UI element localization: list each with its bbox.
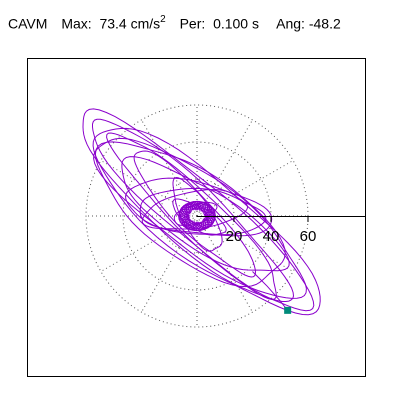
- grid-spoke-60: [196, 119, 253, 217]
- grid-spoke-300: [196, 215, 253, 313]
- orbit-loop-9: [139, 187, 267, 236]
- max-exponent: 2: [160, 14, 166, 25]
- orbit-traces: [82, 108, 321, 316]
- grid-spoke-240: [141, 215, 198, 313]
- axes: [197, 216, 366, 222]
- orbit-end-segment: [252, 271, 288, 311]
- orbit-loop-10: [141, 189, 249, 230]
- orbit-loop-4: [106, 132, 277, 301]
- orbit-loop-6: [121, 156, 290, 272]
- grid-spoke-120: [141, 119, 198, 217]
- x-tick-label-40: 40: [263, 228, 280, 245]
- grid-spoke-330: [196, 215, 294, 272]
- angle-label: Ang:: [276, 15, 305, 32]
- orbit-loop-8: [125, 177, 273, 237]
- orbit-center-9: [180, 202, 214, 230]
- x-tick-label-60: 60: [300, 228, 317, 245]
- orbit-loop-5: [94, 141, 286, 288]
- orbit-loop-11: [172, 176, 223, 252]
- max-label: Max:: [61, 15, 92, 32]
- grid-spoke-30: [196, 160, 294, 217]
- marker-layer: [284, 306, 292, 314]
- period-value: 0.100 s: [213, 15, 259, 32]
- period-label: Per:: [179, 15, 206, 32]
- chart-header: CAVM Max: 73.4 cm/s2 Per: 0.100 s Ang: -…: [8, 14, 341, 32]
- angle-value: -48.2: [308, 15, 341, 32]
- tick-labels: 20 40 60: [226, 228, 317, 245]
- grid-spoke-150: [100, 160, 198, 217]
- x-tick-label-20: 20: [226, 228, 243, 245]
- orbit-loop-2: [92, 118, 295, 302]
- chart-label: CAVM: [8, 15, 48, 32]
- orbit-loop-7: [133, 150, 257, 278]
- grid-spoke-210: [100, 215, 198, 272]
- plot-frame: [27, 58, 366, 377]
- orbit-loop-0: [82, 108, 315, 312]
- end-marker: [284, 306, 292, 314]
- max-value: 73.4 cm/s: [99, 15, 161, 32]
- orbit-loop-3: [93, 137, 307, 299]
